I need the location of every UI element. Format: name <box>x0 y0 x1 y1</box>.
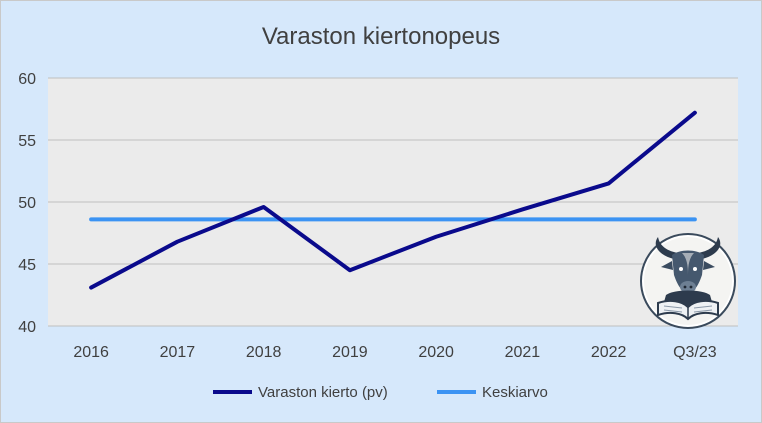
y-tick-label: 45 <box>18 257 36 274</box>
x-tick-label: 2021 <box>505 344 541 361</box>
x-tick-label: 2018 <box>246 344 282 361</box>
legend-label-1: Keskiarvo <box>482 384 548 401</box>
legend: Varaston kierto (pv) Keskiarvo <box>213 384 548 401</box>
y-tick-label: 60 <box>18 71 36 88</box>
y-tick-label: 50 <box>18 195 36 212</box>
legend-item-0: Varaston kierto (pv) <box>213 384 388 401</box>
y-tick-label: 55 <box>18 133 36 150</box>
y-axis-ticks: 40 45 50 55 60 <box>18 71 36 336</box>
bull-reading-book-icon <box>640 233 736 329</box>
x-axis-ticks: 2016 2017 2018 2019 2020 2021 2022 Q3/23 <box>73 344 716 361</box>
legend-item-1: Keskiarvo <box>437 384 548 401</box>
series-line-0 <box>89 110 697 290</box>
x-tick-label: 2022 <box>591 344 627 361</box>
series-layer <box>89 110 697 290</box>
x-tick-label: Q3/23 <box>673 344 717 361</box>
legend-label-0: Varaston kierto (pv) <box>258 384 388 401</box>
x-tick-label: 2019 <box>332 344 368 361</box>
x-tick-label: 2020 <box>418 344 454 361</box>
gridlines <box>48 77 738 327</box>
x-tick-label: 2016 <box>73 344 109 361</box>
x-tick-label: 2017 <box>160 344 196 361</box>
y-tick-label: 40 <box>18 319 36 336</box>
chart-title: Varaston kiertonopeus <box>262 23 500 50</box>
